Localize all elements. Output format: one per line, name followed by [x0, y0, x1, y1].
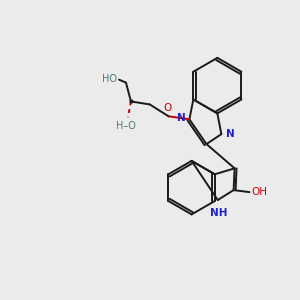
- Text: OH: OH: [251, 187, 267, 197]
- Text: NH: NH: [210, 208, 227, 218]
- Text: O: O: [164, 103, 172, 113]
- Text: N: N: [177, 113, 185, 123]
- Text: H–O: H–O: [116, 121, 136, 131]
- Text: HO: HO: [102, 74, 117, 84]
- Text: N: N: [226, 129, 235, 139]
